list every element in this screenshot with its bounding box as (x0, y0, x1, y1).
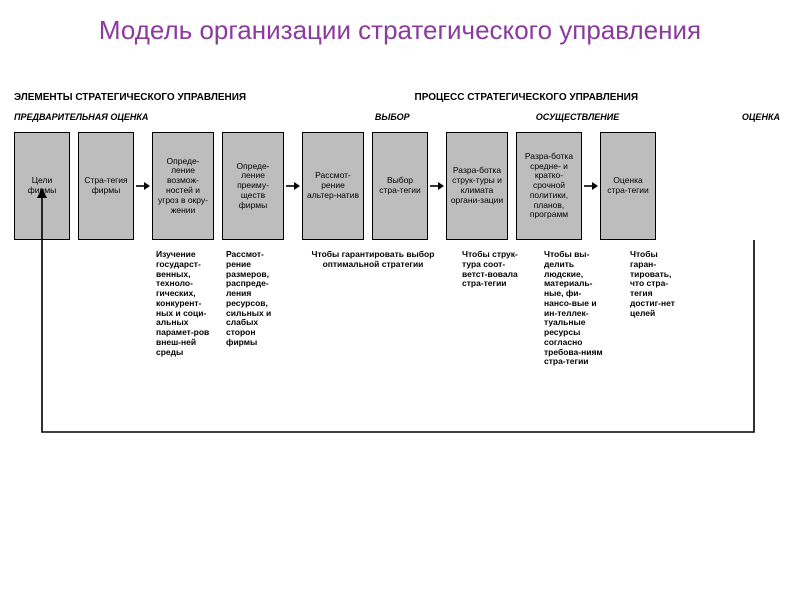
process-box: Стра-тегия фирмы (78, 132, 134, 240)
process-box: Разра-ботка струк-туры и климата органи-… (446, 132, 508, 240)
phase-implementation: ОСУЩЕСТВЛЕНИЕ (477, 112, 678, 122)
process-box: Выбор стра-тегии (372, 132, 428, 240)
page-title: Модель организации стратегического управ… (0, 0, 800, 51)
boxes-row: Цели фирмыСтра-тегия фирмы Опреде-ление в… (14, 132, 786, 240)
descriptions-row: Изучение государст-венных, техноло-гичес… (14, 250, 786, 367)
process-box: Цели фирмы (14, 132, 70, 240)
process-box: Рассмот-рение альтер-натив (302, 132, 364, 240)
process-box: Опреде-ление преиму-ществ фирмы (222, 132, 284, 240)
description-text: Чтобы гаран-тировать, что стра-тегия дос… (628, 250, 684, 367)
flow-arrow-icon (136, 179, 150, 193)
description-text (78, 250, 134, 367)
description-text: Рассмот-рение размеров, распреде-ления р… (224, 250, 286, 367)
description-text: Чтобы гарантировать выбор оптимальной ст… (306, 250, 440, 367)
phase-headers: ПРЕДВАРИТЕЛЬНАЯ ОЦЕНКА ВЫБОР ОСУЩЕСТВЛЕН… (14, 112, 786, 122)
flow-arrow-icon (286, 179, 300, 193)
process-box: Опреде-ление возмож-ностей и угроз в окр… (152, 132, 214, 240)
section-headers: ЭЛЕМЕНТЫ СТРАТЕГИЧЕСКОГО УПРАВЛЕНИЯ ПРОЦ… (14, 92, 786, 103)
phase-preliminary: ПРЕДВАРИТЕЛЬНАЯ ОЦЕНКА (14, 112, 307, 122)
description-text: Чтобы струк-тура соот-ветст-вовала стра-… (460, 250, 522, 367)
phase-choice: ВЫБОР (307, 112, 477, 122)
flow-arrow-icon (430, 179, 444, 193)
process-box: Разра-ботка средне- и кратко-срочной пол… (516, 132, 582, 240)
section-process-label: ПРОЦЕСС СТРАТЕГИЧЕСКОГО УПРАВЛЕНИЯ (385, 92, 786, 103)
process-box: Оценка стра-тегии (600, 132, 656, 240)
description-text (14, 250, 70, 367)
description-text: Изучение государст-венных, техноло-гичес… (154, 250, 216, 367)
section-elements-label: ЭЛЕМЕНТЫ СТРАТЕГИЧЕСКОГО УПРАВЛЕНИЯ (14, 92, 385, 103)
flow-arrow-icon (584, 179, 598, 193)
phase-evaluation: ОЦЕНКА (678, 112, 786, 122)
description-text: Чтобы вы-делить людские, материаль-ные, … (542, 250, 608, 367)
